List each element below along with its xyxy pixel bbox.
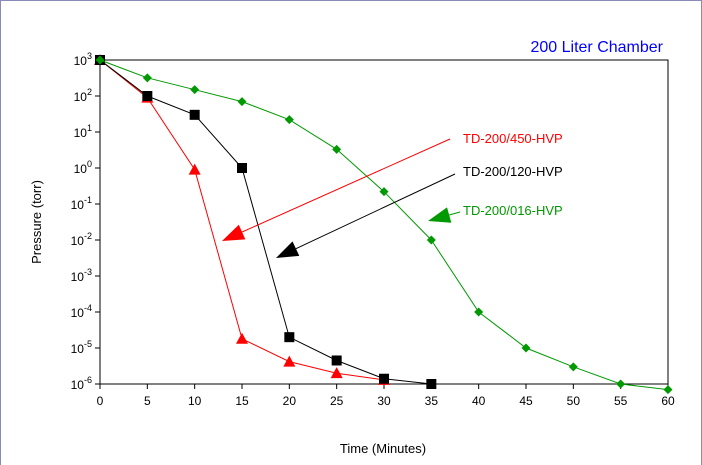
data-point (330, 367, 343, 379)
x-tick-label: 25 (330, 394, 344, 408)
data-point (426, 235, 436, 245)
data-point (236, 332, 248, 344)
y-tick-label: 102 (74, 87, 92, 104)
data-point (474, 307, 484, 317)
callout-TD-200/120-HVP: TD-200/120-HVP (276, 164, 563, 258)
data-point (284, 332, 295, 343)
y-tick-label: 103 (74, 51, 92, 68)
series-callout-label: TD-200/450-HVP (463, 131, 563, 146)
x-tick-label: 40 (472, 394, 486, 408)
series-callout-label: TD-200/120-HVP (463, 164, 563, 179)
x-tick-label: 35 (425, 394, 439, 408)
data-point (188, 163, 201, 175)
data-point (284, 115, 294, 125)
data-point (521, 343, 531, 353)
data-point (379, 373, 389, 384)
x-tick-label: 50 (567, 394, 581, 408)
x-tick-label: 15 (235, 394, 249, 408)
series-line (99, 59, 432, 385)
data-point (568, 362, 578, 372)
x-tick-label: 0 (97, 394, 104, 408)
plot-area (99, 59, 669, 385)
data-point (142, 73, 152, 83)
callout-arrow-line (295, 173, 456, 250)
series-callout-label: TD-200/016-HVP (463, 203, 563, 218)
callout-arrow-head (428, 207, 452, 223)
y-tick-label: 101 (74, 123, 92, 140)
data-point (332, 144, 342, 154)
x-tick-label: 20 (283, 394, 297, 408)
callout-TD-200/016-HVP: TD-200/016-HVP (428, 203, 563, 223)
y-tick-label: 10-1 (71, 195, 92, 212)
data-point (95, 55, 105, 65)
y-tick-label: 10-6 (71, 375, 92, 392)
x-tick-label: 55 (614, 394, 628, 408)
callout-arrow-line (241, 138, 451, 233)
y-tick-label: 10-5 (71, 339, 92, 356)
series-line (99, 59, 385, 381)
x-tick-label: 60 (661, 394, 675, 408)
data-point (189, 109, 200, 120)
data-point (616, 379, 626, 389)
y-tick-label: 10-2 (71, 231, 92, 248)
y-tick-label: 10-3 (71, 267, 92, 284)
data-point (426, 379, 437, 389)
callout-arrow-line (449, 211, 461, 216)
y-tick-label: 10-4 (71, 303, 92, 320)
data-point (663, 385, 673, 395)
data-point (379, 187, 389, 197)
data-point (190, 85, 200, 95)
data-point (283, 355, 296, 367)
data-point (237, 97, 247, 107)
y-tick-label: 100 (74, 159, 92, 176)
series-line (99, 59, 669, 391)
series-TD-200/016-HVP (95, 55, 673, 395)
x-tick-label: 5 (144, 394, 151, 408)
callout-TD-200/450-HVP: TD-200/450-HVP (222, 131, 563, 241)
x-tick-label: 30 (377, 394, 391, 408)
x-tick-label: 45 (519, 394, 533, 408)
data-point (331, 355, 342, 366)
x-axis-title: Time (Minutes) (340, 441, 426, 456)
callout-arrow-head (276, 241, 300, 258)
y-axis-title: Pressure (torr) (29, 180, 44, 264)
data-point (237, 163, 247, 173)
data-point (142, 91, 153, 101)
callout-arrow-head (222, 224, 246, 241)
chart-title: 200 Liter Chamber (530, 39, 663, 56)
x-tick-label: 10 (188, 394, 202, 408)
